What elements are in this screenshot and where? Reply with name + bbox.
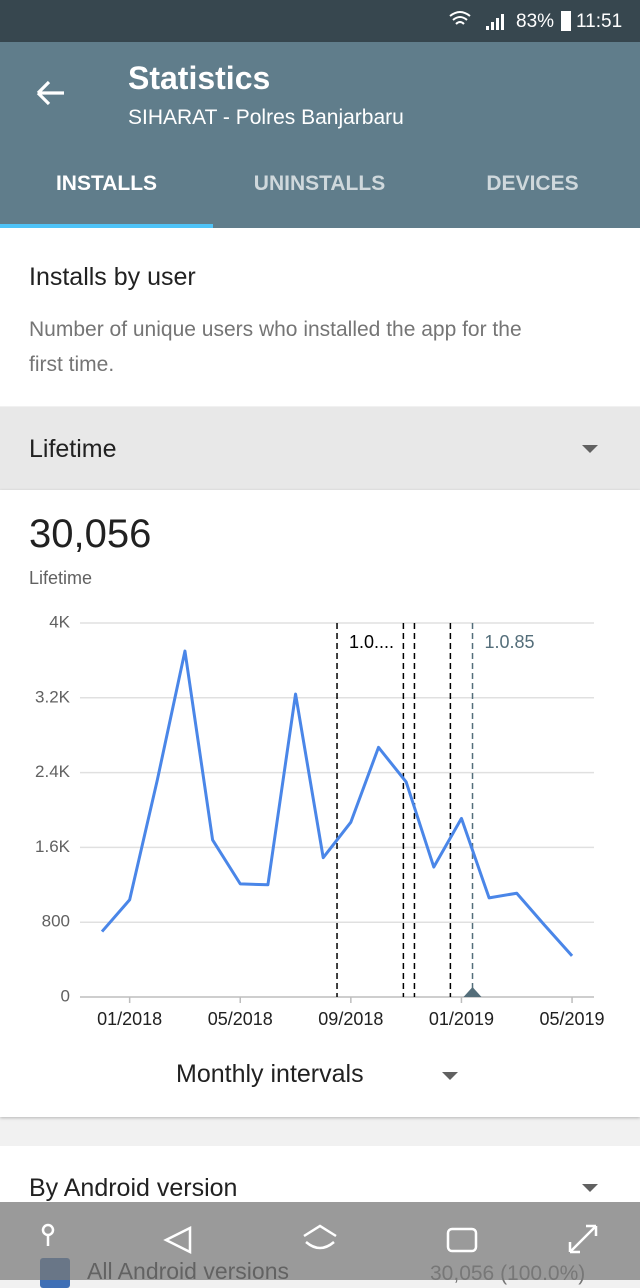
info-card: Installs by user Number of unique users … xyxy=(0,228,640,406)
y-tick-label: 0 xyxy=(61,986,70,1005)
release-label: 1.0.... xyxy=(349,632,394,652)
interval-label[interactable]: Monthly intervals xyxy=(176,1060,364,1088)
y-tick-label: 1.6K xyxy=(35,837,71,856)
y-tick-label: 800 xyxy=(42,912,70,931)
y-tick-label: 2.4K xyxy=(35,762,71,781)
x-tick-label: 05/2018 xyxy=(208,1009,273,1029)
back-button[interactable] xyxy=(34,78,66,108)
card-title: By Android version xyxy=(29,1174,238,1202)
dropdown-arrow xyxy=(582,445,598,453)
y-tick-label: 3.2K xyxy=(35,687,71,706)
nav-bar xyxy=(0,1202,640,1280)
status-bar: 83% 11:51 xyxy=(0,0,640,42)
x-tick-label: 09/2018 xyxy=(318,1009,383,1029)
period-selector[interactable]: Lifetime xyxy=(0,407,640,490)
total-caption: Lifetime xyxy=(29,568,93,588)
tab[interactable]: DEVICES xyxy=(486,172,579,195)
app-title: Statistics xyxy=(128,60,271,96)
total-value: 30,056 xyxy=(29,512,152,556)
nav-icons xyxy=(41,1223,598,1255)
tab[interactable]: UNINSTALLS xyxy=(253,172,386,195)
tab-indicator xyxy=(0,224,213,228)
card-description: Number of unique users who installed the… xyxy=(29,318,522,376)
app-subtitle: SIHARAT - Polres Banjarbaru xyxy=(128,106,404,129)
x-tick-label: 05/2019 xyxy=(540,1009,605,1029)
battery-text: 83% xyxy=(516,11,555,32)
clock: 11:51 xyxy=(576,11,623,32)
release-pin xyxy=(463,987,482,997)
period-label: Lifetime xyxy=(29,435,117,463)
dropdown-arrow xyxy=(582,1184,598,1192)
chart-card: 30,056 Lifetime 0 800 1.6K 2.4K 3.2K 4K 01/201… xyxy=(0,490,640,1117)
card-title: Installs by user xyxy=(29,263,196,291)
y-tick-label: 4K xyxy=(49,612,70,631)
x-tick-label: 01/2019 xyxy=(429,1009,494,1029)
app-bar: Statistics SIHARAT - Polres Banjarbaru I… xyxy=(0,42,640,228)
chart: 0 800 1.6K 2.4K 3.2K 4K 01/2018 05/2018 09/2018 0… xyxy=(35,612,605,1029)
status-icons xyxy=(449,11,504,30)
tab[interactable]: INSTALLS xyxy=(55,172,158,195)
release-label: 1.0.85 xyxy=(485,632,535,652)
dropdown-arrow xyxy=(442,1072,458,1080)
x-tick-label: 01/2018 xyxy=(97,1009,162,1029)
data-line xyxy=(100,649,574,957)
battery-icon xyxy=(561,11,571,31)
